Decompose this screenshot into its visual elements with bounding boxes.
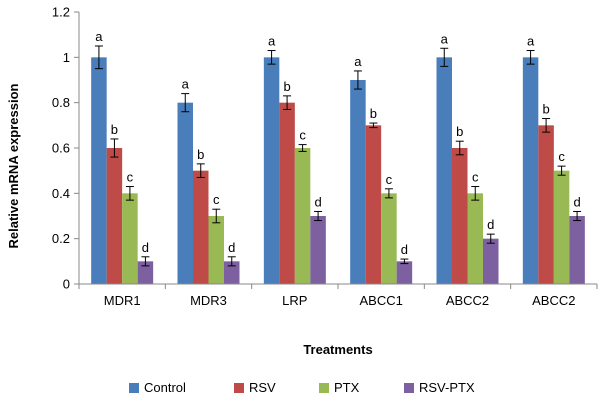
x-tick-label: MDR3	[190, 293, 227, 308]
significance-label: a	[182, 77, 190, 92]
significance-label: a	[95, 29, 103, 44]
y-tick-label: 0.2	[52, 231, 70, 246]
y-tick-label: 0.8	[52, 95, 70, 110]
significance-label: b	[456, 124, 463, 139]
legend-swatch	[404, 383, 414, 393]
bar	[137, 261, 154, 284]
significance-label: c	[127, 170, 134, 185]
bar	[350, 80, 366, 284]
legend: Control RSV PTX RSV-PTX	[129, 380, 475, 395]
x-tick-label: LRP	[282, 293, 307, 308]
bars-layer	[91, 45, 585, 285]
bar	[522, 57, 539, 285]
legend-label: RSV-PTX	[419, 380, 475, 395]
legend-swatch	[129, 383, 139, 393]
bar	[224, 261, 240, 284]
significance-label: c	[472, 170, 479, 185]
labels-layer: MDR1 a b c d MDR3 a b c d LRP a b c d ABCC1 a b c d ABCC2 a b c…	[95, 29, 580, 308]
significance-label: b	[542, 102, 549, 117]
x-tick-label: MDR1	[104, 293, 141, 308]
significance-label: c	[299, 128, 306, 143]
legend-swatch	[319, 383, 329, 393]
y-tick-label: 0	[63, 277, 70, 292]
significance-label: d	[487, 217, 494, 232]
significance-label: b	[111, 122, 118, 137]
significance-label: d	[314, 194, 321, 209]
significance-label: d	[142, 240, 149, 255]
legend-label: PTX	[334, 380, 360, 395]
significance-label: a	[268, 34, 276, 49]
x-tick-label: ABCC2	[532, 293, 575, 308]
bar	[106, 148, 123, 284]
significance-label: c	[213, 192, 220, 207]
bar	[279, 102, 295, 285]
significance-label: d	[401, 242, 408, 257]
bar	[193, 170, 209, 284]
significance-label: a	[527, 34, 535, 49]
bar	[538, 125, 554, 284]
bar	[122, 193, 138, 284]
bar	[263, 57, 280, 285]
x-axis-title: Treatments	[303, 342, 372, 357]
bar	[91, 57, 107, 285]
x-tick-label: ABCC1	[359, 293, 402, 308]
bar	[553, 170, 570, 284]
x-tick-label: ABCC2	[446, 293, 489, 308]
legend-label: RSV	[249, 380, 276, 395]
y-tick-label: 1	[63, 50, 70, 65]
y-tick-label: 1.2	[52, 5, 70, 20]
axes-layer: 0 0.2 0.4 0.6 0.8 1 1.2	[52, 5, 598, 292]
bar	[294, 148, 311, 284]
y-tick-label: 0.4	[52, 186, 70, 201]
y-tick-label: 0.6	[52, 141, 70, 156]
significance-label: b	[283, 79, 290, 94]
legend-label: Control	[144, 380, 186, 395]
bar	[396, 261, 413, 284]
bar	[436, 57, 452, 285]
significance-label: b	[370, 106, 377, 121]
bar	[467, 193, 483, 284]
significance-label: d	[228, 240, 235, 255]
significance-label: a	[354, 54, 362, 69]
bar	[452, 148, 468, 284]
legend-swatch	[234, 383, 244, 393]
significance-label: c	[558, 149, 565, 164]
bar	[208, 216, 224, 284]
bar	[483, 238, 499, 284]
bar	[569, 216, 585, 284]
significance-label: c	[386, 172, 393, 187]
bar	[310, 216, 326, 284]
bar	[365, 125, 382, 284]
significance-label: b	[197, 147, 204, 162]
significance-label: a	[441, 31, 449, 46]
y-axis-title: Relative mRNA expression	[6, 83, 21, 248]
significance-label: d	[573, 194, 580, 209]
bar	[177, 102, 193, 285]
bar	[381, 193, 397, 284]
